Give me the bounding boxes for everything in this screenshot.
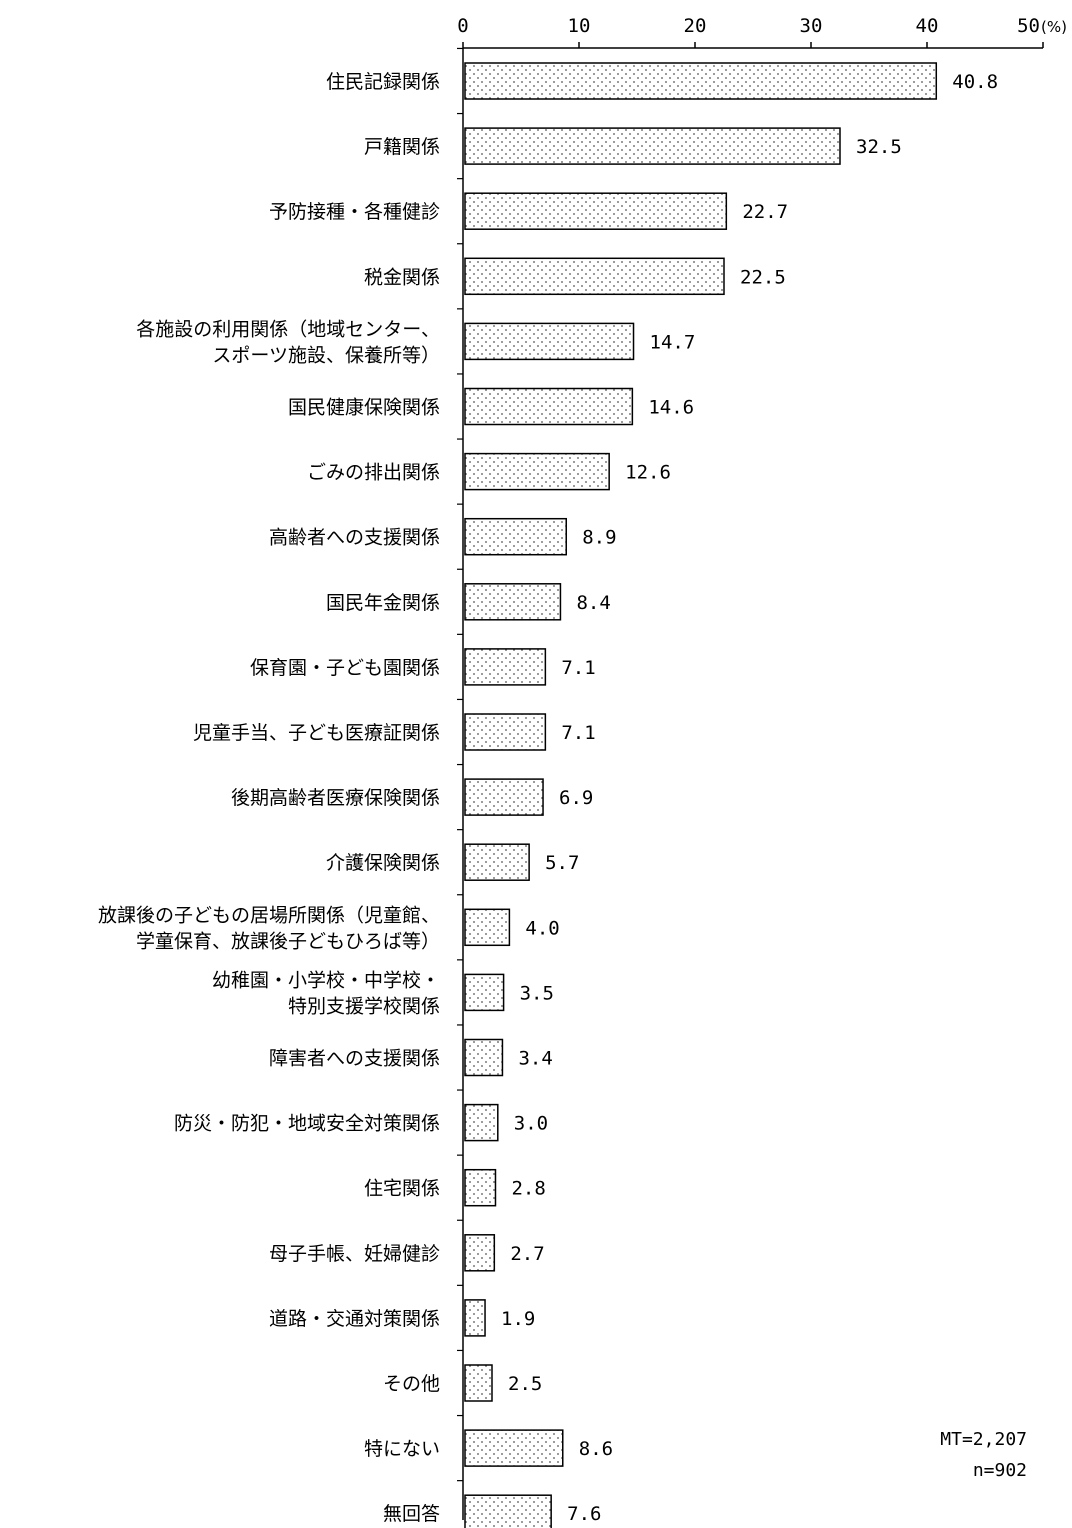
x-tick-label: 40 xyxy=(916,15,939,37)
category-label: 児童手当、子ども医療証関係 xyxy=(193,722,440,744)
category-label: 国民年金関係 xyxy=(326,592,440,614)
bar xyxy=(464,192,728,230)
category-label: スポーツ施設、保養所等） xyxy=(212,344,440,366)
category-label: 戸籍関係 xyxy=(364,136,440,158)
bar xyxy=(464,127,841,165)
value-labels: 40.8 32.5 22.7 22.5 14.7 14.6 12.6 8.9 8.4 7.1 7.1… xyxy=(501,71,998,1525)
category-label: 税金関係 xyxy=(364,266,440,288)
bar xyxy=(464,843,530,881)
category-label: 放課後の子どもの居場所関係（児童館、 xyxy=(98,904,440,926)
category-label: 後期高齢者医療保険関係 xyxy=(231,787,440,809)
bar xyxy=(464,973,505,1012)
category-label: 保育園・子ども園関係 xyxy=(250,657,440,679)
value-label: 22.5 xyxy=(740,266,786,288)
annotations: MT=2,207 n=902 xyxy=(940,1429,1027,1481)
value-label: 7.6 xyxy=(567,1503,601,1525)
bar xyxy=(464,1103,499,1142)
bars xyxy=(464,62,938,1528)
x-tick-label: 50 xyxy=(1017,15,1040,37)
value-label: 1.9 xyxy=(501,1308,535,1330)
value-label: 2.7 xyxy=(510,1243,544,1265)
category-label: 特別支援学校関係 xyxy=(288,995,440,1017)
category-label: 住民記録関係 xyxy=(326,71,440,93)
value-label: 3.5 xyxy=(520,982,554,1004)
x-tick-label: 20 xyxy=(684,15,707,37)
category-label: 幼稚園・小学校・中学校・ xyxy=(212,969,440,991)
bar xyxy=(464,648,547,686)
category-label: 高齢者への支援関係 xyxy=(269,527,440,549)
category-label: 防災・防犯・地域安全対策関係 xyxy=(174,1113,440,1135)
value-label: 2.8 xyxy=(511,1178,545,1200)
value-label: 8.9 xyxy=(582,527,616,549)
category-label: ごみの排出関係 xyxy=(307,462,440,484)
bar xyxy=(464,1494,552,1528)
bar xyxy=(464,1429,564,1467)
value-label: 3.0 xyxy=(514,1113,548,1135)
x-tick-label: 10 xyxy=(568,15,591,37)
bar xyxy=(464,908,511,947)
category-label: 学童保育、放課後子どもひろば等） xyxy=(136,930,440,952)
bar xyxy=(464,713,547,751)
value-label: 6.9 xyxy=(559,787,593,809)
x-tick-label: 30 xyxy=(800,15,823,37)
category-label: 特にない xyxy=(364,1438,440,1460)
value-label: 32.5 xyxy=(856,136,902,158)
category-label: 母子手帳、妊婦健診 xyxy=(269,1243,440,1265)
category-label: 国民健康保険関係 xyxy=(288,397,440,419)
bar xyxy=(464,1038,504,1077)
category-label: 予防接種・各種健診 xyxy=(269,201,440,223)
n-annotation: n=902 xyxy=(973,1460,1027,1481)
x-unit-label: (%) xyxy=(1041,18,1067,36)
bar xyxy=(464,387,634,426)
value-label: 2.5 xyxy=(508,1373,542,1395)
category-label: その他 xyxy=(383,1373,440,1395)
bar xyxy=(464,1299,486,1337)
bar xyxy=(464,778,544,816)
category-label: 道路・交通対策関係 xyxy=(269,1308,440,1330)
category-label: 介護保険関係 xyxy=(326,852,440,874)
value-label: 3.4 xyxy=(518,1048,552,1070)
bar xyxy=(464,322,635,361)
category-label: 各施設の利用関係（地域センター、 xyxy=(136,318,440,340)
value-label: 22.7 xyxy=(742,201,788,223)
value-label: 7.1 xyxy=(561,657,595,679)
category-label: 無回答 xyxy=(383,1503,440,1525)
value-label: 4.0 xyxy=(525,917,559,939)
bar xyxy=(464,452,610,491)
value-label: 14.7 xyxy=(650,331,696,353)
value-label: 7.1 xyxy=(561,722,595,744)
x-tick-label: 0 xyxy=(457,15,468,37)
value-label: 5.7 xyxy=(545,852,579,874)
value-label: 12.6 xyxy=(625,462,671,484)
category-labels: 住民記録関係戸籍関係予防接種・各種健診税金関係各施設の利用関係（地域センター、ス… xyxy=(98,71,440,1525)
bar xyxy=(464,62,938,100)
x-axis: 0 10 20 30 40 50 (%) xyxy=(457,15,1067,1520)
value-label: 40.8 xyxy=(952,71,998,93)
bar xyxy=(464,257,725,296)
bar xyxy=(464,1168,497,1207)
value-label: 8.4 xyxy=(576,592,610,614)
bar xyxy=(464,517,567,556)
category-label: 住宅関係 xyxy=(364,1178,440,1200)
category-label: 障害者への支援関係 xyxy=(269,1048,440,1070)
mt-annotation: MT=2,207 xyxy=(940,1429,1027,1450)
bar xyxy=(464,583,562,621)
value-label: 14.6 xyxy=(648,397,694,419)
bar xyxy=(464,1234,496,1272)
bar xyxy=(464,1364,493,1402)
value-label: 8.6 xyxy=(579,1438,613,1460)
